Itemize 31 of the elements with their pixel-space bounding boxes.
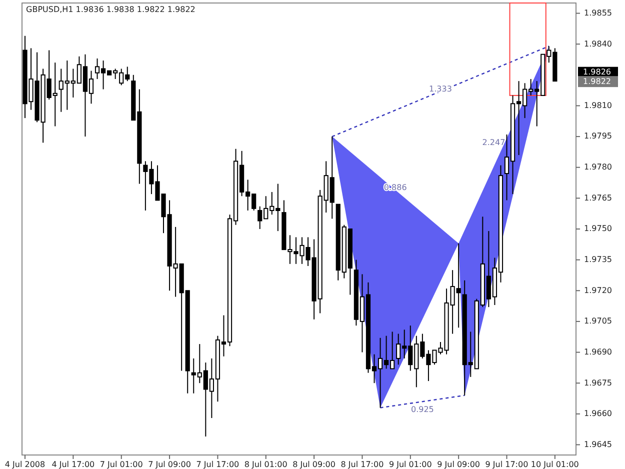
x-tick-label: 8 Jul 17:00 bbox=[340, 460, 384, 469]
y-tick-label: 1.9855 bbox=[584, 8, 612, 18]
x-tick-label: 4 Jul 17:00 bbox=[52, 460, 95, 469]
y-tick-label: 1.9795 bbox=[584, 132, 612, 141]
x-tick-label: 8 Jul 09:00 bbox=[292, 460, 336, 469]
y-tick-label: 1.9660 bbox=[584, 409, 612, 418]
y-tick-label: 1.9720 bbox=[584, 286, 612, 295]
y-tick-label: 1.9750 bbox=[584, 224, 612, 234]
chart-title: GBPUSD,H1 1.9836 1.9838 1.9822 1.9822 bbox=[26, 5, 196, 14]
annotation: 2.247 bbox=[482, 138, 506, 147]
x-tick-label: 7 Jul 17:00 bbox=[196, 460, 240, 469]
y-tick-label: 1.9690 bbox=[584, 347, 612, 356]
y-tick-label: 1.9735 bbox=[584, 255, 612, 264]
x-tick-label: 4 Jul 2008 bbox=[4, 460, 46, 469]
x-tick-label: 9 Jul 01:00 bbox=[388, 460, 432, 469]
x-tick-label: 8 Jul 01:00 bbox=[244, 460, 288, 469]
text: 1.9822 bbox=[583, 76, 611, 86]
x-tick-label: 9 Jul 09:00 bbox=[437, 460, 480, 469]
text: 1.9826 bbox=[583, 68, 611, 77]
y-tick-label: 1.9675 bbox=[584, 378, 612, 388]
x-tick-label: 9 Jul 17:00 bbox=[485, 460, 528, 469]
y-tick-label: 1.9645 bbox=[584, 440, 612, 449]
y-tick-label: 1.9780 bbox=[584, 162, 612, 172]
y-tick-label: 1.9810 bbox=[584, 100, 612, 110]
y-tick-label: 1.9840 bbox=[584, 39, 612, 48]
y-tick-label: 1.9705 bbox=[584, 316, 612, 326]
x-tick-label: 7 Jul 01:00 bbox=[100, 460, 143, 469]
x-tick-label: 7 Jul 09:00 bbox=[148, 460, 191, 469]
y-tick-label: 1.9765 bbox=[584, 193, 612, 202]
x-tick-label: 10 Jul 01:00 bbox=[530, 460, 579, 469]
annotation: 0.925 bbox=[410, 404, 434, 414]
